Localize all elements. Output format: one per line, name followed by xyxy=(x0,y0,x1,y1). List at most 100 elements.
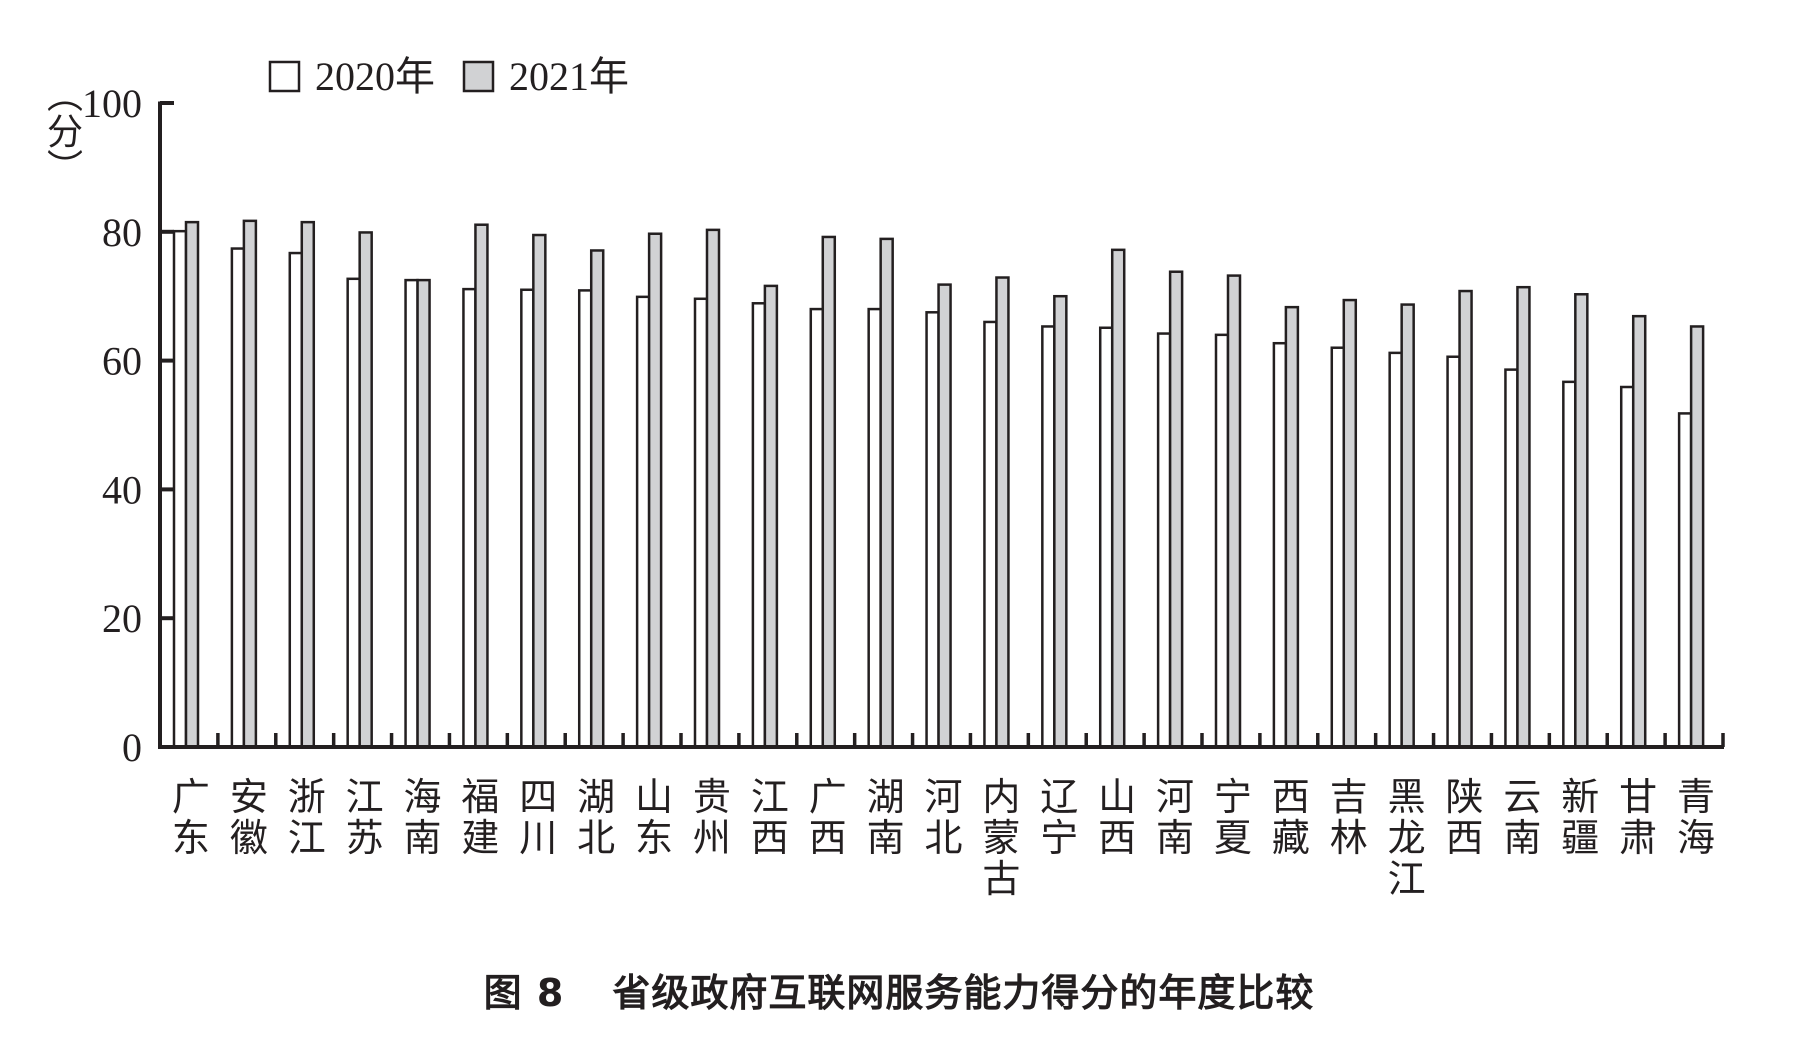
y-tick-label: 20 xyxy=(102,596,142,641)
y-tick-label: 0 xyxy=(122,725,142,770)
bar-2020 xyxy=(230,247,246,749)
bar-2020 xyxy=(577,289,593,749)
svg-text:藏: 藏 xyxy=(1272,818,1310,860)
svg-text:贵: 贵 xyxy=(693,777,731,819)
bar-2021 xyxy=(589,249,605,749)
legend-item-2021: 2021年 xyxy=(462,54,629,99)
svg-text:福: 福 xyxy=(461,777,499,819)
svg-text:陕: 陕 xyxy=(1445,777,1483,819)
x-axis xyxy=(158,733,1725,749)
x-tick-label: 陕西 xyxy=(1445,777,1483,860)
svg-text:青: 青 xyxy=(1677,777,1715,819)
x-tick-label: 湖北 xyxy=(577,777,615,860)
bar-2021 xyxy=(647,232,663,749)
svg-text:江: 江 xyxy=(288,818,326,860)
svg-text:山: 山 xyxy=(1098,777,1136,819)
bar-2020 xyxy=(1272,341,1288,749)
svg-text:苏: 苏 xyxy=(346,818,384,860)
svg-text:南: 南 xyxy=(867,818,905,860)
bar-2020 xyxy=(983,320,998,749)
x-tick-label: 云南 xyxy=(1503,777,1541,860)
legend-label: 2020年 xyxy=(315,54,435,99)
svg-text:浙: 浙 xyxy=(288,777,326,819)
x-tick-label: 山西 xyxy=(1098,777,1136,860)
svg-text:西: 西 xyxy=(809,818,847,860)
svg-text:夏: 夏 xyxy=(1214,818,1252,860)
x-axis-labels: 广东安徽浙江江苏海南福建四川湖北山东贵州江西广西湖南河北内蒙古辽宁山西河南宁夏西… xyxy=(172,777,1715,901)
bar-2021 xyxy=(242,219,258,749)
svg-text:北: 北 xyxy=(577,818,615,860)
svg-text:西: 西 xyxy=(1098,818,1136,860)
bar-2021 xyxy=(937,283,952,749)
y-axis-label: ︵分︶ xyxy=(47,76,83,188)
svg-text:广: 广 xyxy=(172,777,210,819)
bar-2021 xyxy=(763,284,779,749)
svg-text:河: 河 xyxy=(924,777,962,819)
svg-text:东: 东 xyxy=(172,818,210,860)
x-tick-label: 海南 xyxy=(403,777,441,860)
y-tick-label: 40 xyxy=(102,467,142,512)
bar-2020 xyxy=(751,302,767,749)
x-tick-label: 宁夏 xyxy=(1214,777,1252,860)
svg-text:云: 云 xyxy=(1503,777,1541,819)
svg-text:蒙: 蒙 xyxy=(982,818,1020,860)
bar-2020 xyxy=(693,297,709,749)
bar-2020 xyxy=(404,278,419,749)
bar-2021 xyxy=(358,231,373,749)
bars xyxy=(172,219,1705,749)
bar-2020 xyxy=(1214,333,1230,749)
x-tick-label: 青海 xyxy=(1677,777,1715,860)
caption-title: 省级政府互联网服务能力得分的年度比较 xyxy=(612,971,1315,1015)
bar-2021 xyxy=(705,228,721,749)
svg-text:宁: 宁 xyxy=(1040,818,1078,860)
bar-2020 xyxy=(809,307,825,749)
x-tick-label: 江苏 xyxy=(346,777,384,860)
x-tick-label: 贵州 xyxy=(693,777,731,860)
bar-2020 xyxy=(1098,326,1114,749)
y-tick-label: 60 xyxy=(102,339,142,384)
x-tick-label: 湖南 xyxy=(867,777,905,860)
x-tick-label: 浙江 xyxy=(288,777,326,860)
svg-text:新: 新 xyxy=(1561,777,1599,819)
bar-2021 xyxy=(1342,298,1358,749)
svg-text:分: 分 xyxy=(47,112,83,152)
bar-2020 xyxy=(1677,412,1693,749)
svg-text:甘: 甘 xyxy=(1619,777,1657,819)
caption-figure-number: 图 8 xyxy=(483,971,565,1015)
bar-2020 xyxy=(1504,368,1519,749)
figure-caption: 图 8 省级政府互联网服务能力得分的年度比较 xyxy=(0,962,1798,1017)
svg-text:疆: 疆 xyxy=(1561,818,1599,860)
bar-2021 xyxy=(1516,285,1531,749)
x-tick-label: 江西 xyxy=(751,777,789,860)
bar-2020 xyxy=(1330,346,1346,749)
x-tick-label: 广西 xyxy=(809,777,847,860)
svg-text:南: 南 xyxy=(1503,818,1541,860)
bar-2021 xyxy=(1689,325,1705,749)
svg-text:湖: 湖 xyxy=(577,777,615,819)
bar-2021 xyxy=(1574,293,1589,749)
x-tick-label: 四川 xyxy=(519,777,557,860)
bar-2020 xyxy=(462,287,477,749)
bar-2020 xyxy=(1156,332,1172,749)
bar-2021 xyxy=(1110,248,1126,749)
bar-2020 xyxy=(1388,351,1403,749)
svg-text:江: 江 xyxy=(1388,859,1426,901)
x-tick-label: 安徽 xyxy=(230,777,268,860)
bar-2020 xyxy=(1041,325,1056,749)
svg-text:东: 东 xyxy=(635,818,673,860)
bar-2021 xyxy=(1168,270,1184,749)
x-tick-label: 甘肃 xyxy=(1619,777,1657,860)
svg-text:北: 北 xyxy=(924,818,962,860)
bar-2021 xyxy=(1226,274,1242,749)
bar-2021 xyxy=(184,220,200,749)
svg-text:广: 广 xyxy=(809,777,847,819)
bar-2021 xyxy=(995,276,1010,749)
svg-text:州: 州 xyxy=(693,818,731,860)
bar-2021 xyxy=(1284,305,1300,749)
svg-text:古: 古 xyxy=(982,859,1020,901)
svg-text:宁: 宁 xyxy=(1214,777,1252,819)
svg-text:辽: 辽 xyxy=(1040,777,1078,819)
legend-label: 2021年 xyxy=(509,54,629,99)
svg-text:南: 南 xyxy=(1156,818,1194,860)
